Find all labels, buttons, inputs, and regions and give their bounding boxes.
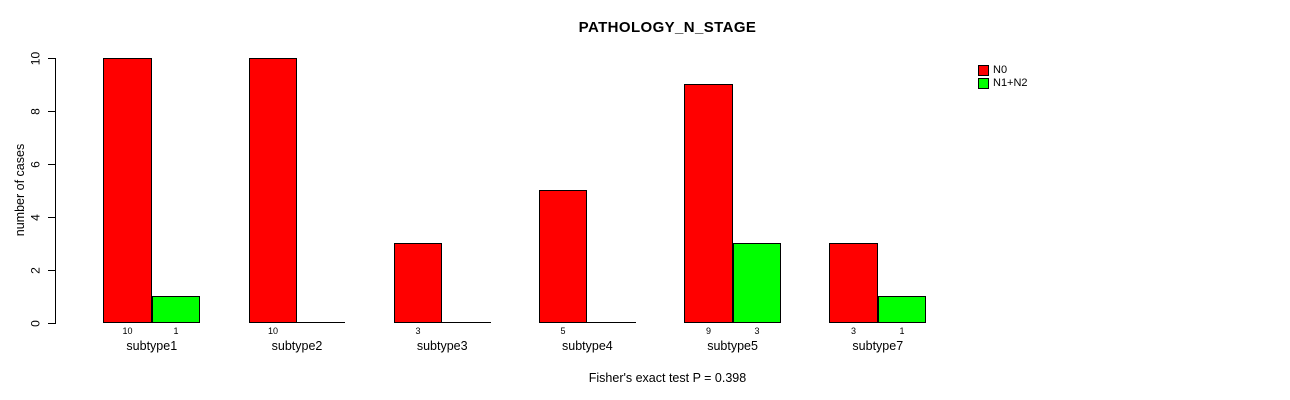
zero-bar-subtype2-N1+N2 (297, 322, 345, 323)
y-tick (48, 58, 55, 59)
y-tick-label: 4 (28, 213, 43, 221)
y-tick (48, 217, 55, 218)
x-axis-label-subtype5: subtype5 (707, 339, 758, 353)
y-axis-title: number of cases (13, 143, 27, 237)
bar-value-label: 10 (267, 326, 278, 336)
bar-subtype2-N0 (249, 58, 297, 323)
legend-item-n1n2: N1+N2 (978, 77, 1028, 90)
bar-value-label: 10 (122, 326, 133, 336)
y-tick-label: 0 (28, 319, 43, 327)
bar-subtype3-N0 (394, 243, 442, 323)
bar-subtype7-N0 (829, 243, 878, 323)
bar-subtype7-N1+N2 (878, 296, 926, 323)
bar-value-label: 1 (173, 326, 179, 336)
x-axis-label-subtype2: subtype2 (271, 339, 323, 353)
chart-title: PATHOLOGY_N_STAGE (578, 19, 757, 36)
y-axis-line (55, 58, 56, 324)
bar-value-label: 9 (705, 326, 711, 336)
legend: N0 N1+N2 (978, 64, 1028, 90)
y-tick (48, 270, 55, 271)
bar-subtype5-N1+N2 (733, 243, 781, 323)
x-axis-label-subtype1: subtype1 (126, 339, 178, 353)
zero-bar-subtype3-N1+N2 (442, 322, 491, 323)
bar-value-label: 1 (899, 326, 905, 336)
bar-value-label: 3 (754, 326, 760, 336)
zero-bar-subtype4-N1+N2 (587, 322, 636, 323)
y-tick (48, 111, 55, 112)
legend-label-n0: N0 (993, 64, 1008, 76)
legend-label-n1n2: N1+N2 (993, 77, 1028, 89)
bar-value-label: 3 (850, 326, 856, 336)
legend-swatch-n0 (978, 65, 989, 76)
bar-value-label: 5 (560, 326, 566, 336)
bar-value-label: 3 (415, 326, 421, 336)
bar-subtype5-N0 (684, 84, 733, 323)
y-tick (48, 323, 55, 324)
bar-subtype1-N1+N2 (152, 296, 200, 323)
bar-subtype1-N0 (103, 58, 152, 323)
y-tick (48, 164, 55, 165)
y-tick-label: 2 (28, 266, 43, 274)
legend-swatch-n1n2 (978, 78, 989, 89)
y-tick-label: 6 (28, 160, 43, 168)
bar-subtype4-N0 (539, 190, 587, 323)
footnote: Fisher's exact test P = 0.398 (588, 371, 747, 385)
x-axis-label-subtype4: subtype4 (562, 339, 613, 353)
x-axis-label-subtype3: subtype3 (416, 339, 468, 353)
y-tick-label: 10 (28, 51, 43, 65)
legend-item-n0: N0 (978, 64, 1028, 77)
y-tick-label: 8 (28, 107, 43, 115)
x-axis-label-subtype7: subtype7 (852, 339, 904, 353)
